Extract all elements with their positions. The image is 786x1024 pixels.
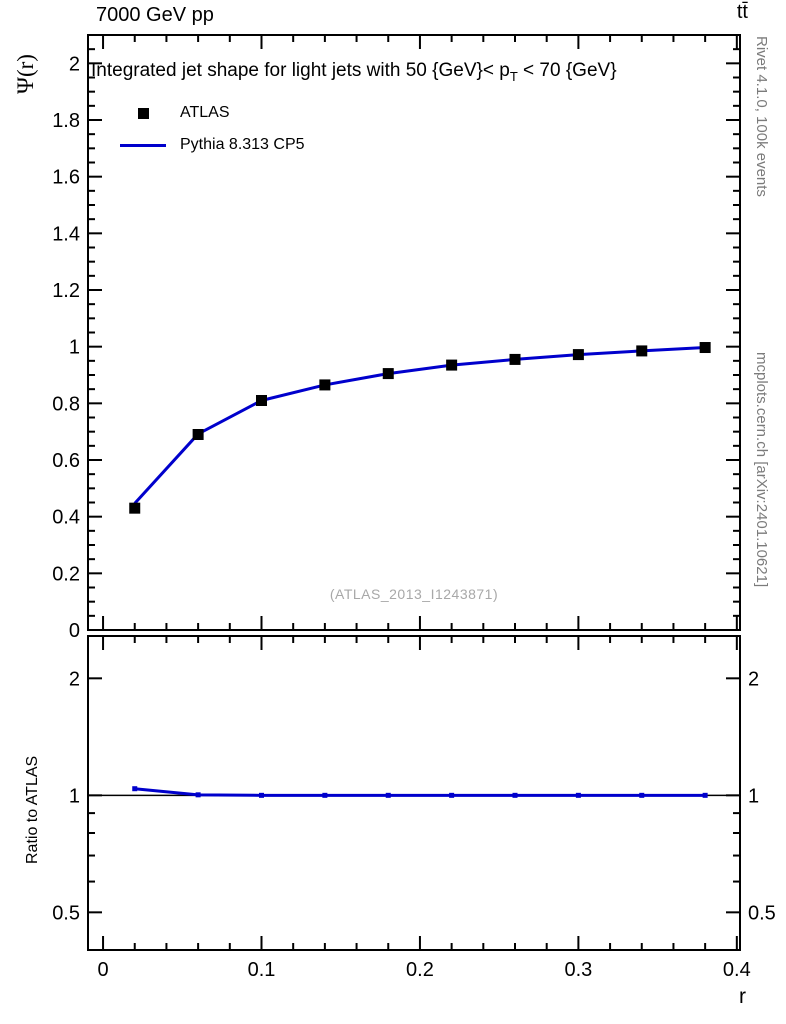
ratio-y-tick-label: 1 [69,785,80,807]
y-tick-label: 1 [69,337,80,359]
ratio-data-marker [512,792,518,798]
x-tick-label: 0.4 [723,959,751,981]
ratio-data-marker [639,792,645,798]
x-tick-label: 0.2 [406,959,434,981]
ratio-data-marker [322,792,328,798]
y-tick-label: 0.6 [52,450,80,472]
atlas-data-marker [129,502,141,514]
ratio-frame [87,635,741,951]
square-marker-icon [137,107,149,119]
y-tick-label: 1.6 [52,167,80,189]
legend-label-atlas: ATLAS [180,104,230,121]
ratio-y-axis-title: Ratio to ATLAS [24,755,41,864]
plot-title: Integrated jet shape for light jets with… [91,60,739,84]
atlas-data-marker [509,353,521,365]
ratio-y-tick-label: 0.5 [52,902,80,924]
x-tick-label: 0 [97,959,108,981]
y-tick-label: 0 [69,620,80,642]
plot-title-subscript: T [509,68,518,84]
legend-item-atlas: ATLAS [112,102,305,124]
y-tick-label: 1.2 [52,280,80,302]
ratio-data-marker [258,792,264,798]
line-marker-icon [120,143,166,147]
ratio-y-tick-label: 1 [748,785,759,807]
y-tick-label: 0.2 [52,563,80,585]
legend-swatch-cell [112,107,174,119]
analysis-id-watermark: (ATLAS_2013_I1243871) [329,586,499,602]
y-tick-label: 1.8 [52,110,80,132]
y-tick-label: 0.8 [52,393,80,415]
legend-label-pythia: Pythia 8.313 CP5 [180,136,305,153]
atlas-data-marker [192,429,204,440]
ratio-data-marker [195,792,201,798]
atlas-data-marker [699,342,711,354]
ratio-y-tick-label: 2 [748,668,759,690]
atlas-data-marker [446,359,458,371]
y-tick-label: 0.4 [52,507,80,529]
atlas-data-marker [382,368,394,380]
y-axis-title: Ψ(r) [13,54,38,94]
legend-swatch-cell [112,143,174,147]
rivet-version-label: Rivet 4.1.0, 100k events [753,36,770,197]
ratio-y-tick-label: 0.5 [748,902,776,924]
plot-title-post: < 70 {GeV} [517,60,617,81]
x-tick-label: 0.3 [564,959,592,981]
plot-title-pre: Integrated jet shape for light jets with… [91,60,510,81]
pythia-curve [133,346,706,505]
atlas-data-marker [572,349,584,361]
process-label: tt̄ [736,1,748,23]
ratio-curve [134,787,706,797]
atlas-data-marker [255,395,267,406]
y-tick-label: 1.4 [52,223,80,245]
x-tick-label: 0.1 [248,959,276,981]
x-axis-title: r [739,985,746,1008]
ratio-y-tick-label: 2 [69,668,80,690]
y-tick-label: 2 [69,53,80,75]
mcplots-source-label: mcplots.cern.ch [arXiv:2401.10621] [753,352,770,588]
ratio-data-marker [385,792,391,798]
atlas-data-marker [636,345,648,357]
atlas-data-marker [319,379,331,391]
legend-item-pythia: Pythia 8.313 CP5 [112,134,305,156]
beam-energy-label: 7000 GeV pp [96,4,214,26]
ratio-data-marker [132,786,138,792]
ratio-data-marker [449,792,455,798]
ratio-data-marker [575,792,581,798]
legend: ATLAS Pythia 8.313 CP5 [112,102,305,166]
ratio-data-marker [702,792,708,798]
